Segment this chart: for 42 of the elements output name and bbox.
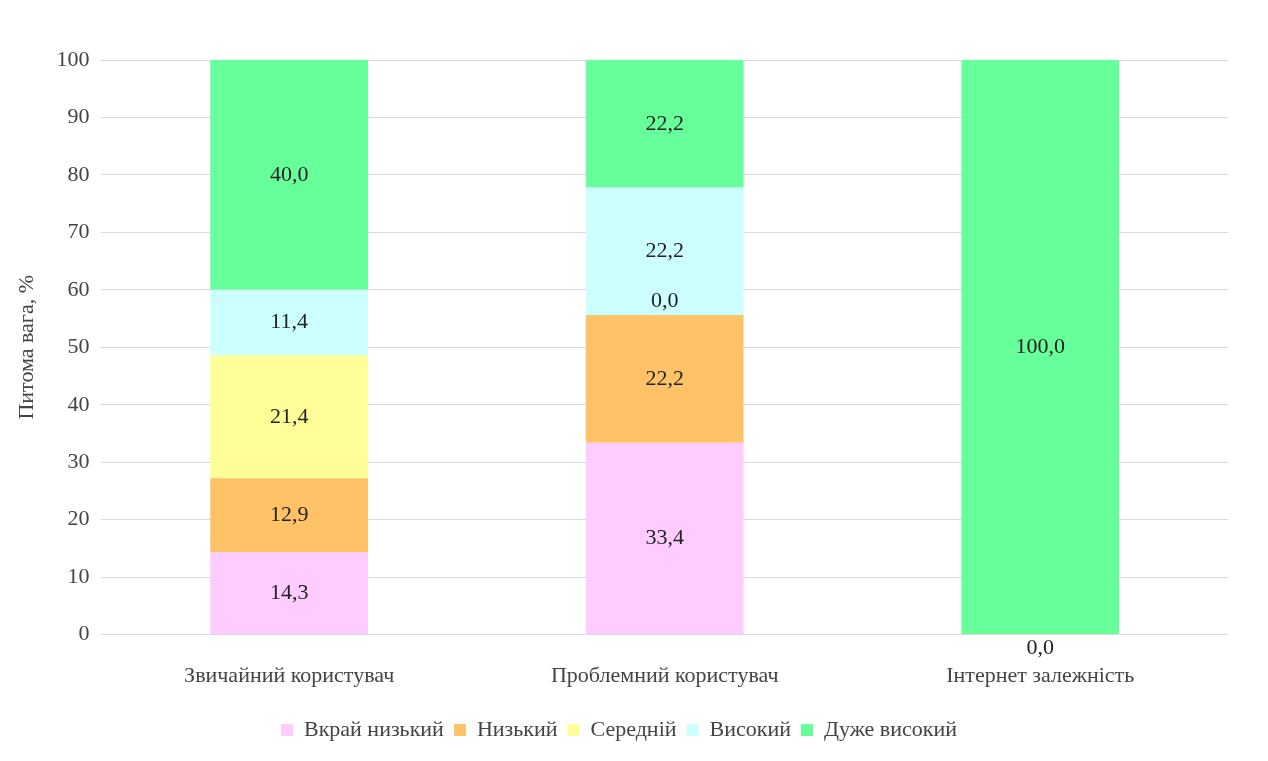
legend-label: Дуже високий: [823, 715, 958, 741]
data-label: 40,0: [269, 160, 309, 186]
data-label: 33,4: [645, 524, 684, 550]
legend-label: Середній: [590, 715, 677, 741]
bar: [585, 315, 744, 443]
x-tick-label: Проблемний користувач: [550, 661, 779, 687]
bar: [210, 289, 369, 356]
y-axis-title: Питома вага, %: [12, 275, 38, 420]
y-tick-label: 50: [67, 333, 90, 359]
x-tick-label: Інтернет залежність: [946, 661, 1135, 687]
bar: [210, 552, 369, 635]
data-label: 100,0: [1015, 332, 1065, 358]
legend-label: Високий: [709, 715, 792, 741]
y-tick-label: 10: [67, 562, 90, 588]
bar: [585, 187, 744, 316]
data-label: 22,2: [645, 237, 684, 263]
bar: [585, 442, 744, 635]
y-tick-label: 70: [67, 218, 90, 244]
y-tick-label: 0: [78, 620, 90, 646]
y-tick-label: 20: [67, 505, 90, 531]
data-label: 21,4: [269, 402, 309, 428]
bar: [210, 60, 369, 290]
annotation: 0,0: [650, 286, 679, 312]
y-tick-label: 90: [67, 103, 90, 129]
y-tick-label: 60: [67, 275, 90, 301]
data-label: 14,3: [269, 579, 309, 605]
data-label: 22,2: [645, 364, 684, 390]
y-tick-label: 80: [67, 160, 90, 186]
data-label: 12,9: [269, 501, 309, 527]
y-tick-label: 100: [56, 45, 90, 71]
bar: [585, 60, 744, 188]
bar: [210, 355, 369, 479]
legend-label: Низький: [476, 715, 558, 741]
data-label: 22,2: [645, 109, 684, 135]
y-tick-label: 30: [67, 448, 90, 473]
bar: [961, 60, 1120, 635]
annotation: 0,0: [1026, 634, 1054, 660]
x-tick-label: Звичайний користувач: [184, 661, 395, 687]
y-tick-label: 40: [67, 390, 90, 416]
legend-label: Вкрай низький: [303, 715, 445, 741]
data-label: 11,4: [270, 308, 309, 334]
bar: [210, 478, 369, 553]
